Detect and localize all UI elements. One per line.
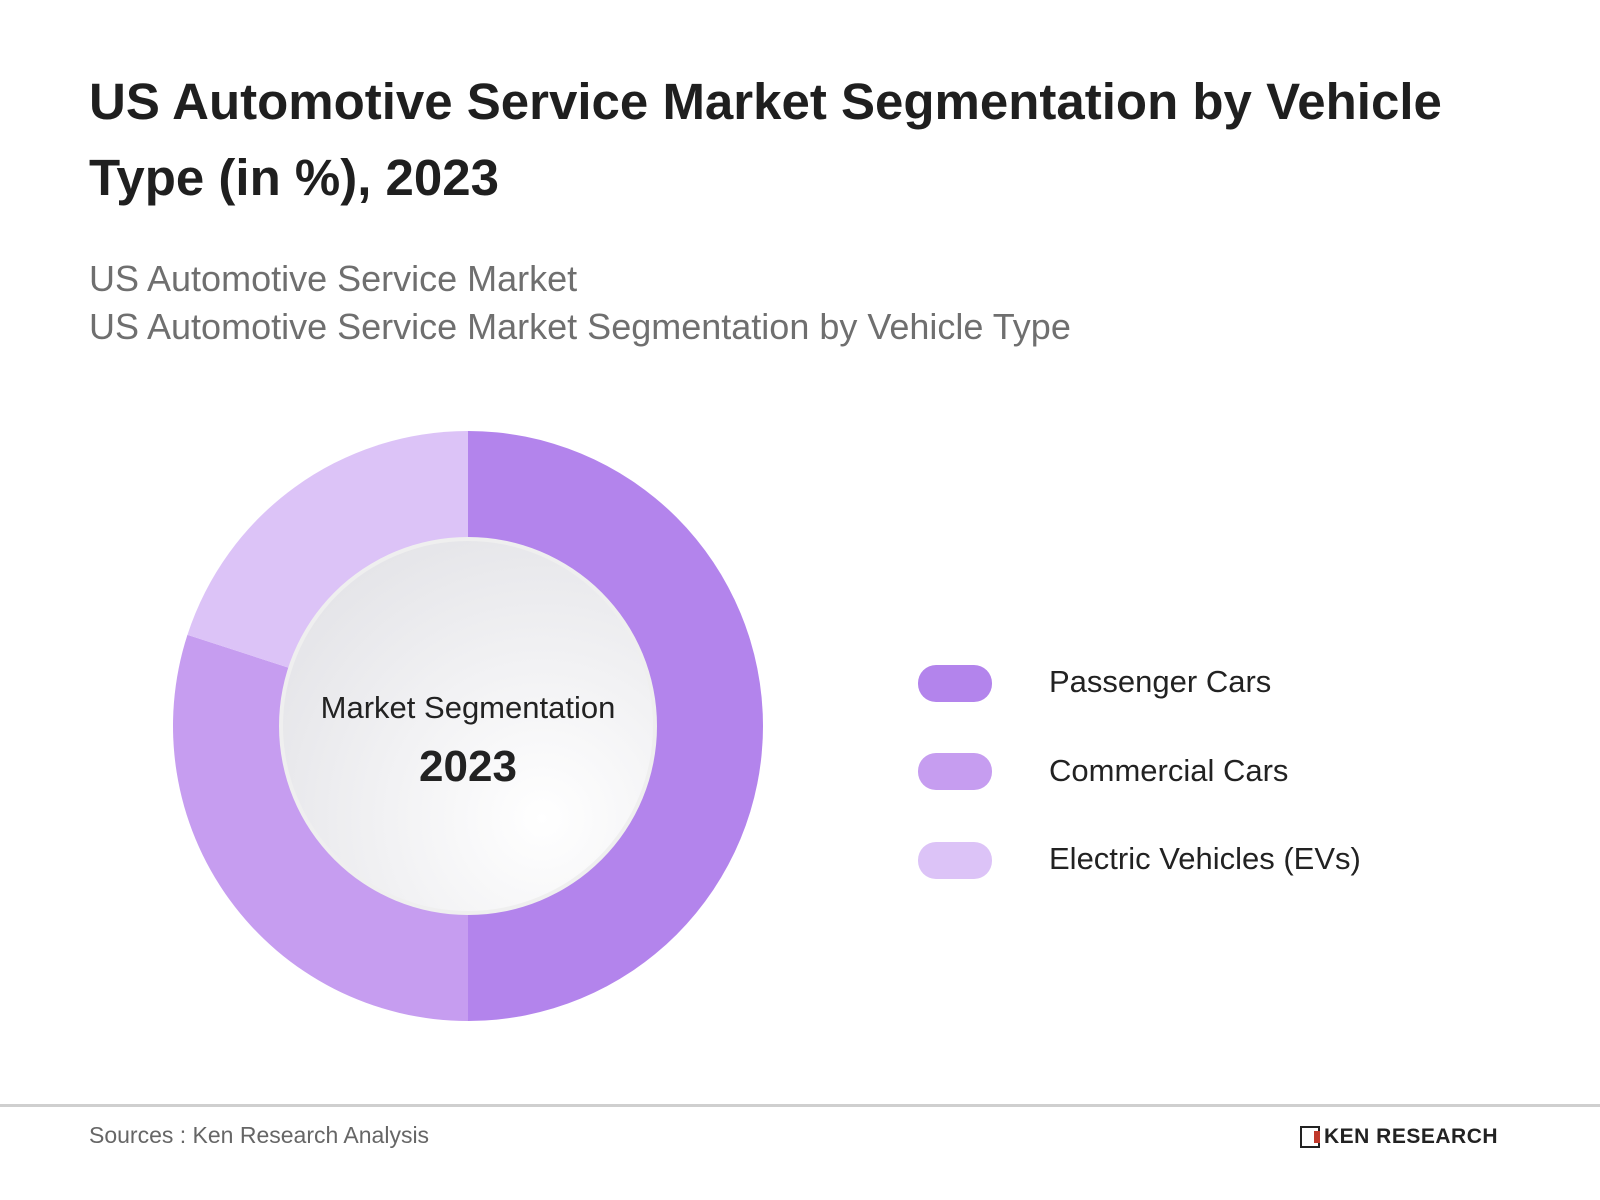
center-label: Market Segmentation [321,690,616,725]
center-disc [283,541,653,911]
legend-swatch-passenger-cars [918,665,992,702]
logo-text: KEN RESEARCH [1324,1125,1499,1148]
legend-label-passenger-cars: Passenger Cars [1049,664,1272,699]
legend-label-electric-vehicles: Electric Vehicles (EVs) [1049,841,1361,876]
subtitle-line-1: US Automotive Service Market [89,258,578,299]
legend-swatch-commercial-cars [918,753,992,790]
footer-divider [0,1104,1600,1107]
source-note: Sources : Ken Research Analysis [89,1122,430,1148]
subtitle-line-2: US Automotive Service Market Segmentatio… [89,306,1071,347]
ken-research-logo: KEN RESEARCH [1300,1125,1498,1149]
chart-title: US Automotive Service Market Segmentatio… [89,73,1442,206]
legend-label-commercial-cars: Commercial Cars [1049,753,1289,788]
logo-k-icon [1300,1126,1320,1148]
legend-swatch-electric-vehicles [918,842,992,879]
center-value: 2023 [419,742,517,791]
